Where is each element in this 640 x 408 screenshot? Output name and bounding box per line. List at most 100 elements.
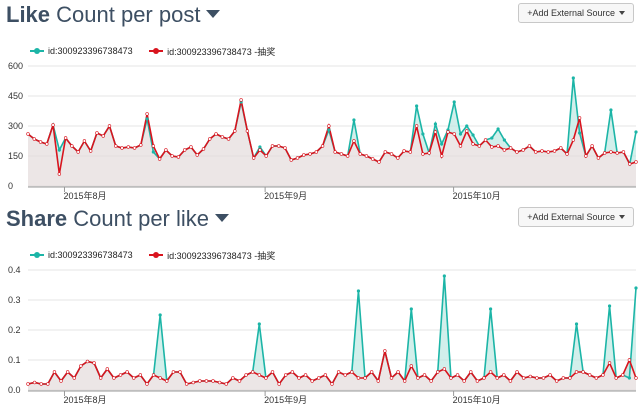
- data-point-series-2[interactable]: [145, 382, 149, 386]
- data-point-series-2[interactable]: [427, 151, 431, 155]
- data-point-series-2[interactable]: [245, 129, 250, 133]
- data-point-series-1[interactable]: [490, 136, 494, 140]
- data-point-series-2[interactable]: [402, 149, 406, 153]
- data-point-series-1[interactable]: [489, 307, 493, 311]
- data-point-series-2[interactable]: [45, 142, 49, 146]
- data-point-series-1[interactable]: [465, 124, 469, 128]
- data-point-series-2[interactable]: [475, 379, 480, 383]
- data-point-series-2[interactable]: [82, 139, 87, 143]
- data-point-series-2[interactable]: [251, 156, 256, 160]
- data-point-series-2[interactable]: [145, 112, 149, 116]
- data-point-series-2[interactable]: [289, 158, 293, 162]
- chevron-down-icon[interactable]: [206, 10, 221, 18]
- data-point-series-2[interactable]: [70, 144, 74, 148]
- data-point-series-1[interactable]: [627, 376, 631, 380]
- data-point-series-1[interactable]: [57, 148, 61, 152]
- data-point-series-1[interactable]: [609, 108, 613, 112]
- data-point-series-2[interactable]: [95, 131, 99, 135]
- data-point-series-2[interactable]: [295, 156, 300, 160]
- data-point-series-2[interactable]: [211, 379, 215, 383]
- data-point-series-2[interactable]: [132, 146, 137, 150]
- data-point-series-1[interactable]: [356, 289, 361, 293]
- data-point-series-2[interactable]: [527, 144, 532, 148]
- data-point-series-2[interactable]: [138, 373, 143, 377]
- data-point-series-2[interactable]: [534, 150, 538, 154]
- data-point-series-2[interactable]: [546, 150, 550, 154]
- data-point-series-2[interactable]: [59, 379, 63, 383]
- data-point-series-2[interactable]: [231, 376, 235, 380]
- data-point-series-2[interactable]: [571, 138, 576, 142]
- data-point-series-2[interactable]: [277, 144, 281, 148]
- data-point-series-2[interactable]: [446, 130, 450, 134]
- data-point-series-2[interactable]: [345, 154, 350, 158]
- data-point-series-2[interactable]: [310, 379, 314, 383]
- data-point-series-2[interactable]: [541, 376, 546, 380]
- data-point-series-1[interactable]: [158, 313, 162, 317]
- data-point-series-2[interactable]: [477, 144, 481, 148]
- data-point-series-2[interactable]: [171, 370, 176, 374]
- data-point-series-2[interactable]: [402, 379, 407, 383]
- data-point-series-2[interactable]: [176, 155, 181, 159]
- data-point-series-2[interactable]: [85, 359, 90, 364]
- data-point-series-2[interactable]: [183, 148, 187, 152]
- data-point-series-2[interactable]: [383, 349, 387, 353]
- data-point-series-2[interactable]: [408, 150, 413, 154]
- data-point-series-2[interactable]: [508, 146, 513, 150]
- data-point-series-2[interactable]: [421, 152, 425, 156]
- data-point-series-2[interactable]: [320, 144, 325, 148]
- data-point-series-2[interactable]: [471, 142, 475, 146]
- data-point-series-2[interactable]: [602, 151, 607, 155]
- data-point-series-2[interactable]: [488, 370, 493, 374]
- data-point-series-2[interactable]: [72, 376, 76, 380]
- data-point-series-2[interactable]: [39, 382, 43, 386]
- data-point-series-2[interactable]: [628, 162, 632, 166]
- data-point-series-2[interactable]: [244, 373, 248, 377]
- add-external-source-button[interactable]: +Add External Source: [518, 3, 634, 23]
- data-point-series-2[interactable]: [327, 124, 331, 128]
- chevron-down-icon[interactable]: [215, 214, 230, 222]
- data-point-series-2[interactable]: [51, 123, 55, 127]
- data-point-series-1[interactable]: [421, 132, 425, 136]
- data-point-series-2[interactable]: [449, 376, 453, 380]
- data-point-series-2[interactable]: [590, 144, 594, 148]
- data-point-series-2[interactable]: [283, 146, 287, 150]
- chart-title[interactable]: Like Count per post: [6, 2, 221, 28]
- data-point-series-1[interactable]: [496, 127, 500, 131]
- data-point-series-2[interactable]: [577, 116, 582, 120]
- data-point-series-2[interactable]: [364, 154, 369, 158]
- data-point-series-1[interactable]: [327, 128, 331, 132]
- data-point-series-1[interactable]: [440, 142, 444, 146]
- data-point-series-2[interactable]: [158, 376, 162, 380]
- data-point-series-2[interactable]: [495, 376, 499, 380]
- data-point-series-2[interactable]: [250, 370, 255, 374]
- data-point-series-2[interactable]: [170, 154, 174, 158]
- data-point-series-2[interactable]: [565, 152, 569, 156]
- data-point-series-2[interactable]: [356, 376, 361, 380]
- data-point-series-2[interactable]: [98, 376, 103, 380]
- data-point-series-2[interactable]: [615, 151, 619, 155]
- data-point-series-2[interactable]: [237, 379, 242, 383]
- data-point-series-2[interactable]: [63, 136, 68, 140]
- data-point-series-2[interactable]: [233, 129, 237, 133]
- data-point-series-2[interactable]: [515, 150, 519, 154]
- data-point-series-2[interactable]: [270, 144, 275, 148]
- data-point-series-2[interactable]: [302, 153, 306, 157]
- add-external-source-button[interactable]: +Add External Source: [518, 207, 634, 227]
- data-point-series-1[interactable]: [634, 286, 638, 290]
- data-point-series-2[interactable]: [308, 152, 312, 156]
- data-point-series-2[interactable]: [277, 382, 281, 386]
- data-point-series-1[interactable]: [577, 131, 582, 135]
- data-point-series-2[interactable]: [452, 132, 456, 136]
- data-point-series-2[interactable]: [52, 370, 57, 374]
- legend-item-series-1[interactable]: id:300923396738473: [30, 250, 133, 260]
- data-point-series-2[interactable]: [226, 137, 231, 141]
- data-point-series-2[interactable]: [118, 373, 123, 377]
- data-point-series-2[interactable]: [126, 145, 130, 149]
- data-point-series-2[interactable]: [333, 150, 337, 154]
- data-point-series-2[interactable]: [297, 376, 301, 380]
- data-point-series-1[interactable]: [571, 76, 575, 80]
- data-point-series-1[interactable]: [151, 150, 155, 154]
- data-point-series-2[interactable]: [317, 376, 321, 380]
- data-point-series-2[interactable]: [32, 380, 37, 385]
- data-point-series-2[interactable]: [303, 373, 308, 377]
